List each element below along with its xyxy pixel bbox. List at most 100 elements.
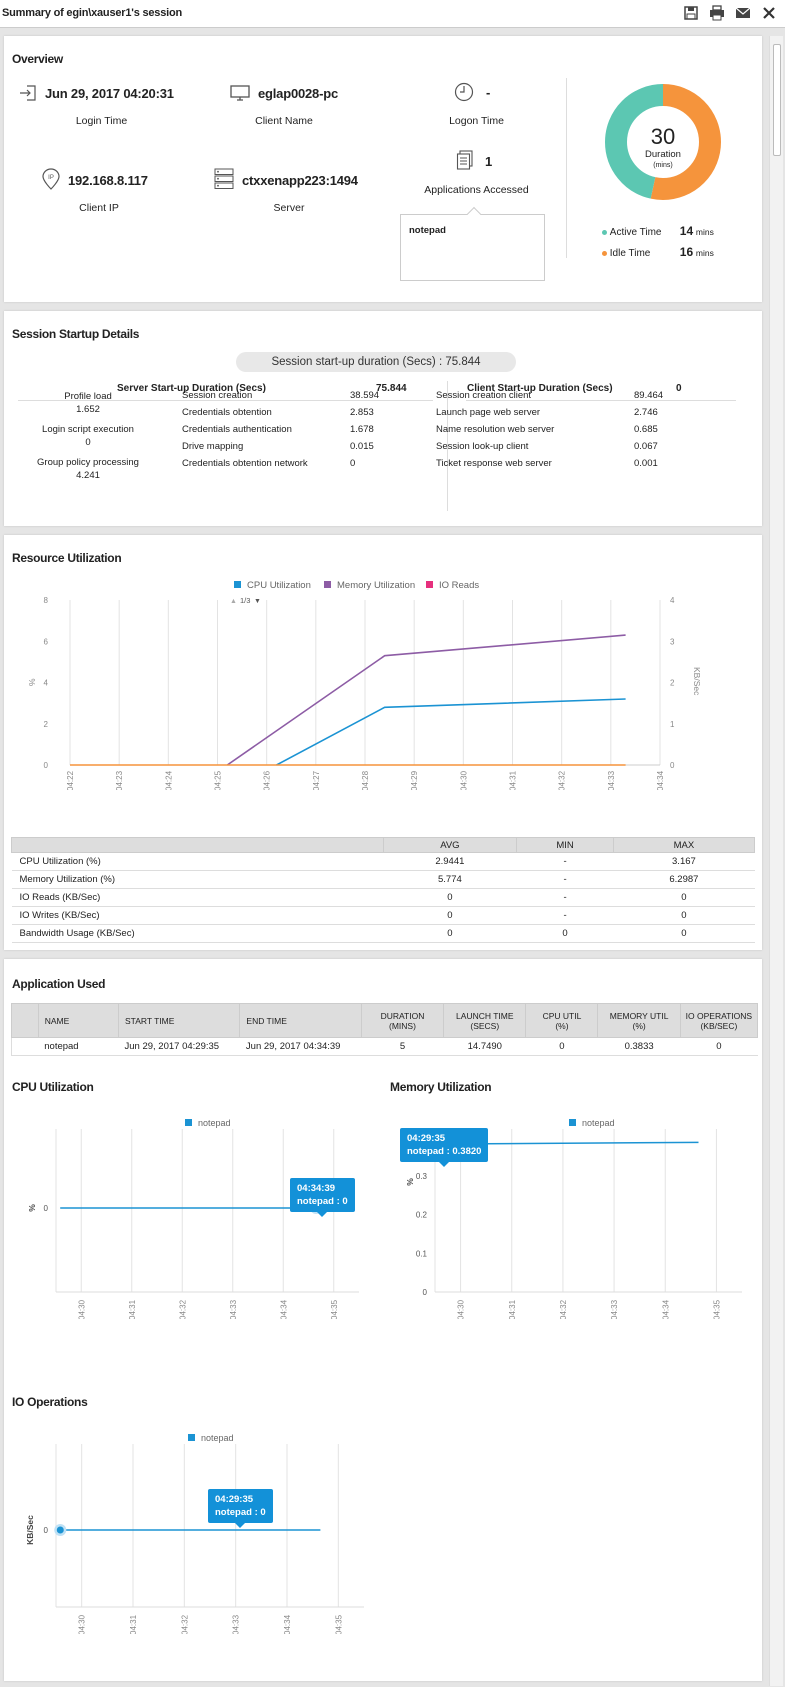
email-icon[interactable] <box>735 5 751 21</box>
app-table-cell: 0.3833 <box>597 1037 681 1056</box>
startup-item-value: 4.241 <box>76 470 100 481</box>
cpu-tooltip: 04:34:39 notepad : 0 <box>290 1178 355 1217</box>
x-tick-label: 04:26 <box>263 770 272 790</box>
client-ip-value: 192.168.8.117 <box>68 173 148 188</box>
location-pin-icon: IP <box>42 168 60 190</box>
table-cell: 2.9441 <box>383 852 517 871</box>
legend-label[interactable]: CPU Utilization <box>247 580 311 591</box>
app-table-header: NAME <box>37 1003 120 1038</box>
logon-time-value: - <box>486 85 491 100</box>
x-tick-label: 04:34 <box>279 1299 288 1319</box>
server-item-value: 38.594 <box>350 390 380 401</box>
legend-label[interactable]: IO Reads <box>439 580 479 591</box>
table-row: Memory Utilization (%) 5.774-6.2987 <box>11 870 755 889</box>
x-tick-label: 04:27 <box>312 770 321 790</box>
legend-label[interactable]: notepad <box>198 1118 231 1128</box>
legend-swatch[interactable] <box>324 581 331 588</box>
y-axis-label: % <box>27 1204 37 1212</box>
y-tick-label: 4 <box>44 679 49 688</box>
x-tick-label: 04:35 <box>334 1614 343 1634</box>
resource-card: Resource Utilization CPU Utilization Memo… <box>4 535 762 950</box>
server-startup-title: Server Start-up Duration (Secs) <box>117 383 266 394</box>
legend-label[interactable]: notepad <box>201 1433 234 1443</box>
resource-utilization-chart: CPU Utilization Memory Utilization IO Read… <box>27 580 702 790</box>
table-cell: Bandwidth Usage (KB/Sec) <box>11 924 384 943</box>
table-cell: 5.774 <box>383 870 517 889</box>
x-tick-label: 04:32 <box>178 1299 187 1319</box>
y2-axis-label: KB/Sec <box>692 667 702 696</box>
client-item-value: 89.464 <box>634 390 664 401</box>
table-cell: - <box>516 888 614 907</box>
io-tooltip: 04:29:35 notepad : 0 <box>208 1489 273 1528</box>
y-tick-label: 0 <box>44 761 49 770</box>
x-tick-label: 04:30 <box>78 1614 87 1634</box>
pager-down-icon[interactable]: ▼ <box>254 598 261 605</box>
legend-swatch[interactable] <box>426 581 433 588</box>
server-item-label: Credentials authentication <box>182 424 292 435</box>
table-row: IO Writes (KB/Sec) 0-0 <box>11 906 755 925</box>
duration-title: Duration <box>645 149 681 160</box>
close-icon[interactable] <box>761 5 777 21</box>
client-name-label: Client Name <box>255 115 313 127</box>
login-time-label: Login Time <box>75 115 128 127</box>
y2-tick-label: 0 <box>670 761 675 770</box>
x-tick-label: 04:33 <box>232 1614 241 1634</box>
client-item-label: Ticket response web server <box>436 458 552 469</box>
app-table-header: LAUNCH TIME (SECS) <box>443 1003 527 1038</box>
x-tick-label: 04:34 <box>283 1614 292 1634</box>
monitor-icon <box>230 85 250 101</box>
server-label: Server <box>273 202 305 214</box>
client-item-value: 0.685 <box>634 424 658 435</box>
y2-tick-label: 3 <box>670 637 675 646</box>
title-bar: Summary of egin\xauser1's session <box>0 0 785 28</box>
pager-up-icon[interactable]: ▲ <box>230 598 237 605</box>
legend-label[interactable]: notepad <box>582 1118 615 1128</box>
legend-swatch[interactable] <box>188 1434 195 1441</box>
x-tick-label: 04:30 <box>77 1299 86 1319</box>
legend-swatch[interactable] <box>234 581 241 588</box>
table-cell: - <box>516 906 614 925</box>
client-name-value: eglap0028-pc <box>258 86 338 101</box>
apps-accessed-list: notepad <box>400 206 545 281</box>
server-item-value: 1.678 <box>350 424 374 435</box>
x-tick-label: 04:24 <box>164 770 173 790</box>
x-tick-label: 04:32 <box>558 770 567 790</box>
x-tick-label: 04:33 <box>607 770 616 790</box>
window-title: Summary of egin\xauser1's session <box>2 7 183 19</box>
apps-accessed-item: notepad <box>409 225 446 236</box>
server-icon <box>214 168 234 189</box>
memory-tooltip: 04:29:35 notepad : 0.3820 <box>400 1128 489 1167</box>
table-header: AVG <box>382 837 518 853</box>
x-tick-label: 04:33 <box>229 1299 238 1319</box>
resource-summary-table: AVG MIN MAX CPU Utilization (%) 2.9441-3.167… <box>11 837 756 943</box>
io-operations-chart: notepad 04:30 04:31 04:32 04:33 04:34 04:35 0 KB… <box>25 1433 364 1634</box>
clock-icon <box>454 82 474 102</box>
y-tick-label: 2 <box>44 720 49 729</box>
print-icon[interactable] <box>709 5 725 21</box>
app-table-row[interactable]: notepad Jun 29, 2017 04:29:35 Jun 29, 2017… <box>11 1037 758 1056</box>
memory-series-line[interactable] <box>226 634 626 766</box>
cpu-series-line[interactable] <box>276 698 626 766</box>
save-icon[interactable] <box>683 5 699 21</box>
y-axis-label: KB/Sec <box>25 1515 35 1545</box>
cpu-chart-heading: CPU Utilization <box>12 1080 94 1094</box>
app-table-cell: 5 <box>361 1037 444 1056</box>
duration-unit: (mins) <box>653 162 672 169</box>
table-header: MIN <box>516 837 614 853</box>
table-cell: CPU Utilization (%) <box>11 852 384 871</box>
client-item-label: Session look-up client <box>436 441 529 452</box>
legend-pager[interactable]: 1/3 <box>240 596 250 605</box>
x-tick-label: 04:34 <box>656 770 665 790</box>
table-cell: 0 <box>613 888 755 907</box>
legend-swatch[interactable] <box>185 1119 192 1126</box>
table-cell: 0 <box>383 906 517 925</box>
legend-swatch[interactable] <box>569 1119 576 1126</box>
legend-label[interactable]: Memory Utilization <box>337 580 415 591</box>
table-header <box>11 837 384 853</box>
y-axis-label: % <box>27 678 37 686</box>
scrollbar[interactable] <box>769 36 783 1686</box>
table-row: CPU Utilization (%) 2.9441-3.167 <box>11 852 755 871</box>
scrollbar-thumb[interactable] <box>773 44 781 156</box>
hover-point[interactable] <box>56 1526 64 1534</box>
app-table-cell: 14.7490 <box>443 1037 526 1056</box>
